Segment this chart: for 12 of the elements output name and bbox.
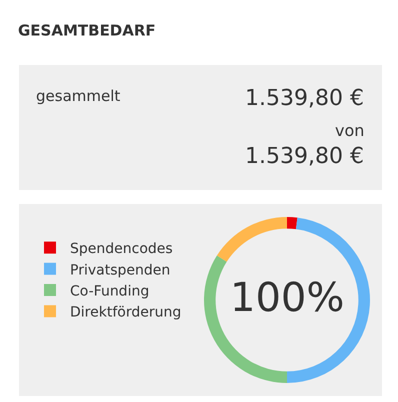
donut-slice <box>216 217 287 262</box>
text: gesammelt <box>36 87 120 105</box>
donut-slice <box>287 217 298 230</box>
chart-title: GESAMTBEDARF <box>18 21 156 40</box>
text: 1.539,80 € <box>245 144 364 169</box>
legend-label: Privatspenden <box>70 262 170 278</box>
text: 100% <box>230 275 344 321</box>
text: 1.539,80 € <box>245 86 364 111</box>
text: von <box>335 121 364 140</box>
legend-label: Co-Funding <box>70 283 150 300</box>
legend-label: Spendencodes <box>70 241 173 258</box>
legend-label: Direktförderung <box>70 304 182 321</box>
